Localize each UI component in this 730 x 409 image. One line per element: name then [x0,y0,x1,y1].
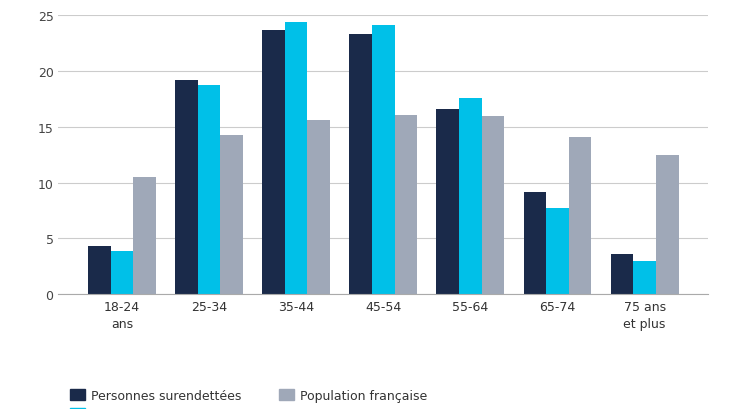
Bar [482,117,504,294]
Bar [523,192,546,294]
Bar [285,23,307,294]
Bar [459,99,482,294]
Bar [437,110,459,294]
Bar [349,35,372,294]
Bar [372,26,395,294]
Bar [569,137,591,294]
Bar [610,254,633,294]
Bar [134,178,156,294]
Bar [656,155,679,294]
Bar [546,209,569,294]
Bar [395,115,418,294]
Bar [175,81,198,294]
Bar [198,85,220,294]
Bar [633,261,656,294]
Bar [88,247,110,294]
Bar [110,251,134,294]
Bar [220,135,243,294]
Bar [262,31,285,294]
Bar [307,121,330,294]
Legend: Personnes surendettées, dont PRP a), Population française: Personnes surendettées, dont PRP a), Pop… [65,384,432,409]
